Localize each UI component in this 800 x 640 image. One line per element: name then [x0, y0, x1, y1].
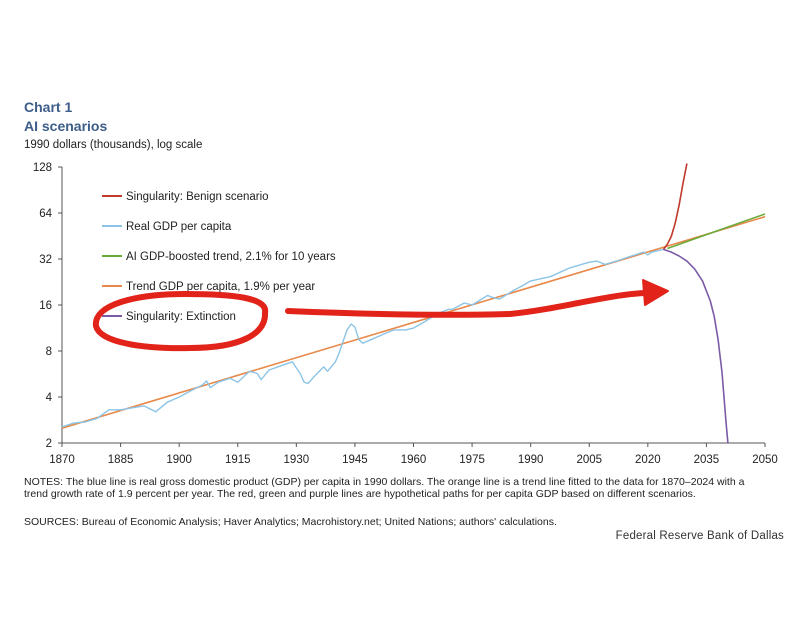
series-line-ai-trend [667, 213, 766, 250]
legend-label: Singularity: Extinction [126, 311, 236, 323]
series-line-extinction [663, 248, 729, 444]
chart-title: AI scenarios [24, 118, 108, 134]
x-tick-label: 2020 [635, 454, 661, 466]
x-tick-label: 1975 [459, 454, 485, 466]
y-tick-label: 32 [39, 254, 52, 266]
annotation-arrow-shaft [285, 290, 648, 318]
series-line-real-gdp [61, 248, 664, 428]
legend-label: AI GDP-boosted trend, 2.1% for 10 years [126, 251, 336, 263]
x-tick-label: 1960 [401, 454, 427, 466]
legend-label: Trend GDP per capita, 1.9% per year [126, 281, 315, 293]
footer-credit: Federal Reserve Bank of Dallas [615, 530, 784, 542]
series-line-benign [662, 163, 688, 250]
y-tick-label: 2 [46, 438, 52, 450]
x-tick-label: 1915 [225, 454, 251, 466]
x-tick-label: 1900 [166, 454, 192, 466]
chart-number: Chart 1 [24, 99, 73, 115]
y-axis-units: 1990 dollars (thousands), log scale [24, 139, 203, 151]
chart-sources: SOURCES: Bureau of Economic Analysis; Ha… [24, 516, 557, 528]
x-tick-label: 1945 [342, 454, 368, 466]
legend-label: Singularity: Benign scenario [126, 191, 269, 203]
y-tick-label: 16 [39, 300, 52, 312]
y-tick-label: 4 [46, 392, 53, 404]
y-tick-label: 64 [39, 208, 52, 220]
x-tick-label: 1870 [49, 454, 75, 466]
x-tick-label: 1990 [518, 454, 544, 466]
x-tick-label: 2035 [694, 454, 720, 466]
x-tick-label: 1885 [108, 454, 134, 466]
x-tick-label: 2005 [576, 454, 602, 466]
axes: 2 4 8 16 32 64 128 1870 1885 1900 1915 1930 1945 1960… [33, 162, 778, 466]
x-tick-label: 1930 [284, 454, 310, 466]
legend: Singularity: Benign scenario Real GDP per… [102, 191, 336, 323]
annotation-arrowhead [642, 279, 669, 306]
series-lines [61, 163, 766, 444]
y-tick-label: 128 [33, 162, 52, 174]
chart-notes: NOTES: The blue line is real gross domes… [24, 476, 745, 500]
legend-label: Real GDP per capita [126, 221, 232, 233]
annotation-circle [92, 290, 269, 352]
hand-drawn-annotation [92, 279, 669, 352]
x-tick-label: 2050 [752, 454, 778, 466]
series-line-trend [61, 215, 766, 429]
y-tick-label: 8 [46, 346, 52, 358]
